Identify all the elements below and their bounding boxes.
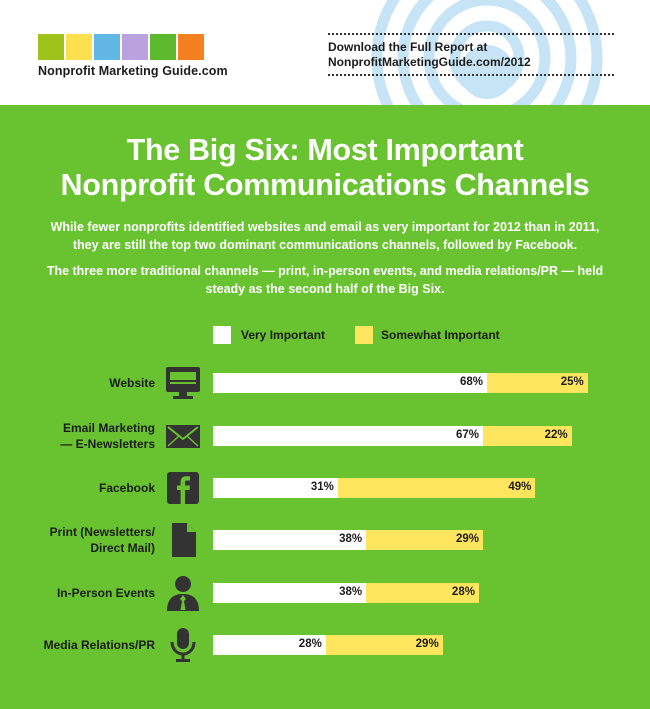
bar-somewhat-important: 25% (487, 373, 588, 393)
data-label: 25% (560, 376, 584, 388)
logo-square (38, 34, 64, 60)
data-label: 29% (415, 638, 439, 650)
logo-square (178, 34, 204, 60)
data-label: 68% (460, 376, 484, 388)
category-label: In-Person Events (56, 586, 155, 600)
divider (328, 74, 614, 76)
facebook-icon (165, 470, 201, 506)
document-icon (165, 522, 201, 558)
data-label: 38% (339, 586, 363, 598)
category-label: Website (109, 376, 155, 390)
logo-square (66, 34, 92, 60)
logo-squares (38, 34, 206, 60)
report-line-1: Download the Full Report at (328, 40, 488, 54)
data-label: 29% (455, 533, 479, 545)
category-label: Print (Newsletters/Direct Mail) (49, 525, 155, 555)
data-label: 38% (339, 533, 363, 545)
data-label: 49% (508, 481, 532, 493)
envelope-icon (165, 418, 201, 454)
data-label: 67% (455, 429, 479, 441)
legend-swatch-very-important (213, 326, 231, 344)
legend-label-very-important: Very Important (241, 328, 326, 342)
bar-somewhat-important: 29% (366, 530, 483, 550)
bar-somewhat-important: 49% (337, 478, 536, 498)
logo-square (94, 34, 120, 60)
legend-swatch-somewhat-important (355, 326, 373, 344)
data-label: 28% (298, 638, 322, 650)
signal-rings-icon (371, 0, 603, 105)
bar-very-important: 28% (213, 635, 326, 655)
logo-text[interactable]: Nonprofit Marketing Guide.com (38, 64, 228, 78)
category-label: Email Marketing — E-Newsletters (60, 421, 155, 451)
category-label: Media Relations/PR (43, 638, 155, 652)
header: Nonprofit Marketing Guide.com Download t… (0, 0, 650, 105)
microphone-icon (165, 627, 201, 663)
bar-somewhat-important: 28% (366, 583, 479, 603)
data-label: 31% (310, 481, 334, 493)
bar-very-important: 38% (213, 530, 367, 550)
data-label: 22% (544, 429, 568, 441)
intro-paragraph-2: The three more traditional channels — pr… (46, 264, 604, 296)
title-line-2: Nonprofit Communications Channels (60, 168, 590, 202)
title-line-1: The Big Six: Most Important (126, 133, 524, 167)
bar-very-important: 67% (213, 426, 483, 446)
legend-label-somewhat-important: Somewhat Important (381, 328, 500, 342)
person-icon (165, 575, 201, 611)
report-line-2: NonprofitMarketingGuide.com/2012 (328, 55, 531, 69)
category-label: Facebook (98, 481, 155, 495)
bar-very-important: 68% (213, 373, 488, 393)
logo-square (122, 34, 148, 60)
data-label: 28% (451, 586, 475, 598)
logo-square (150, 34, 176, 60)
intro-paragraph-1: While fewer nonprofits identified websit… (50, 220, 600, 252)
bar-somewhat-important: 29% (325, 635, 443, 655)
divider (328, 33, 614, 35)
bar-very-important: 31% (213, 478, 338, 498)
page-title: The Big Six: Most Important Nonprofit Co… (0, 133, 650, 203)
monitor-icon (165, 365, 201, 401)
report-link[interactable]: Download the Full Report at NonprofitMar… (328, 40, 531, 70)
bar-very-important: 38% (213, 583, 367, 603)
bar-somewhat-important: 22% (483, 426, 572, 446)
